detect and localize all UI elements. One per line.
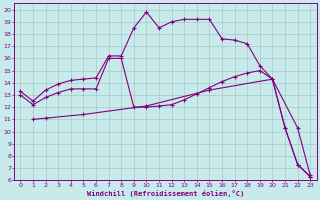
X-axis label: Windchill (Refroidissement éolien,°C): Windchill (Refroidissement éolien,°C) <box>87 190 244 197</box>
